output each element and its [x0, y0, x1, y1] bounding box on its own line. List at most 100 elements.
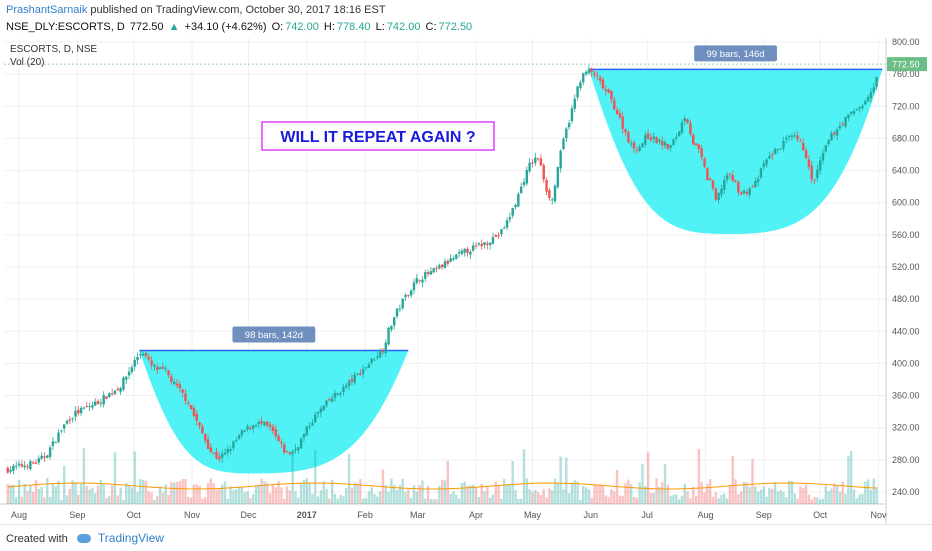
- volume-bar: [536, 492, 540, 504]
- candle-body: [584, 71, 588, 75]
- candle-body: [48, 447, 52, 457]
- candle-body: [110, 393, 114, 395]
- y-tick-label: 280.00: [892, 455, 920, 465]
- candle-body: [731, 175, 734, 181]
- volume-bar: [804, 484, 808, 504]
- chart-title: ESCORTS, D, NSE: [10, 44, 97, 55]
- volume-bar: [187, 496, 190, 504]
- candle-body: [136, 356, 139, 361]
- candle-body: [141, 354, 145, 356]
- volume-bar: [782, 491, 785, 504]
- volume-bar: [861, 493, 864, 504]
- volume-bar: [582, 486, 585, 504]
- price-change: +34.10 (+4.62%): [184, 21, 267, 33]
- price-chart-svg[interactable]: 240.00 280.00 320.00 360.00 400.00 440.00 480.…: [0, 37, 932, 524]
- volume-bar: [395, 490, 399, 504]
- candle-body: [226, 448, 229, 453]
- candle-body: [167, 370, 170, 376]
- y-tick-label: 600.00: [892, 198, 920, 208]
- volume-bar: [91, 487, 94, 504]
- volume-bar: [60, 499, 63, 504]
- volume-bar: [330, 479, 334, 504]
- candle-body: [271, 426, 275, 431]
- volume-bar: [339, 494, 342, 504]
- candle-body: [587, 69, 591, 74]
- volume-bar: [773, 481, 777, 504]
- volume-bar: [235, 489, 238, 504]
- candle-body: [861, 105, 864, 109]
- candle-body: [361, 369, 365, 374]
- candle-body: [243, 430, 246, 432]
- symbol-line: NSE_DLY:ESCORTS, D 772.50 ▲ +34.10 (+4.6…: [6, 21, 474, 33]
- candle-body: [426, 272, 430, 274]
- volume-bar: [720, 494, 723, 504]
- candle-body: [728, 173, 732, 175]
- volume-bar: [821, 498, 825, 504]
- candle-body: [378, 350, 382, 358]
- candle-body: [771, 154, 774, 156]
- candle-body: [700, 148, 703, 158]
- candle-body: [415, 278, 418, 283]
- candle-body: [751, 186, 754, 188]
- last-price: 772.50: [129, 21, 164, 33]
- candle-body: [692, 134, 695, 145]
- candle-body: [20, 464, 24, 467]
- candle-body: [65, 420, 69, 424]
- candle-body: [373, 359, 376, 361]
- volume-bar: [644, 486, 647, 504]
- candle-body: [268, 424, 272, 427]
- volume-bar: [125, 482, 128, 504]
- volume-bar: [692, 487, 695, 504]
- candle-body: [246, 426, 249, 430]
- x-tick-label: May: [524, 510, 542, 520]
- candle-body: [198, 422, 201, 426]
- candle-body: [615, 109, 619, 114]
- candle-body: [455, 254, 458, 259]
- candle-body: [54, 442, 57, 444]
- volume-bar: [31, 491, 35, 504]
- volume-bar: [46, 478, 49, 504]
- chart-area[interactable]: 240.00 280.00 320.00 360.00 400.00 440.00 480.…: [0, 37, 932, 524]
- last-price-tag: [887, 57, 927, 72]
- candle-body: [43, 456, 46, 458]
- candle-body: [302, 433, 306, 438]
- candle-body: [77, 409, 80, 414]
- candle-body: [102, 394, 105, 405]
- volume-bar: [565, 457, 568, 504]
- volume-bar: [807, 494, 811, 504]
- volume-bar: [491, 494, 495, 504]
- volume-bar: [618, 495, 622, 504]
- candle-body: [79, 407, 83, 414]
- volume-bar: [596, 484, 599, 504]
- author-link[interactable]: PrashantSarnaik: [6, 4, 88, 16]
- volume-bar: [147, 491, 151, 504]
- volume-bar: [105, 498, 108, 504]
- volume-bar: [652, 492, 655, 504]
- volume-bar: [246, 491, 249, 504]
- candle-body: [412, 282, 416, 291]
- volume-bar: [796, 498, 799, 504]
- volume-bar: [254, 486, 258, 504]
- volume-bar: [336, 498, 340, 504]
- candle-body: [534, 157, 537, 164]
- candle-body: [460, 250, 464, 254]
- candle-body: [813, 179, 816, 181]
- volume-bar: [562, 489, 565, 504]
- volume-bar: [810, 499, 813, 504]
- candle-body: [508, 217, 512, 220]
- candle-body: [62, 424, 66, 429]
- volume-bar: [655, 478, 658, 504]
- tradingview-brand-link[interactable]: TradingView: [97, 531, 164, 545]
- volume-bar: [494, 481, 497, 504]
- volume-bar: [364, 498, 368, 504]
- candle-body: [835, 129, 839, 136]
- volume-bar: [469, 485, 472, 504]
- candle-body: [398, 308, 402, 310]
- candle-body: [683, 118, 686, 122]
- volume-bar: [579, 499, 582, 504]
- candle-body: [314, 414, 317, 423]
- volume-bar: [756, 491, 760, 504]
- candle-body: [807, 159, 811, 167]
- volume-bar: [776, 491, 780, 504]
- candle-body: [206, 439, 210, 449]
